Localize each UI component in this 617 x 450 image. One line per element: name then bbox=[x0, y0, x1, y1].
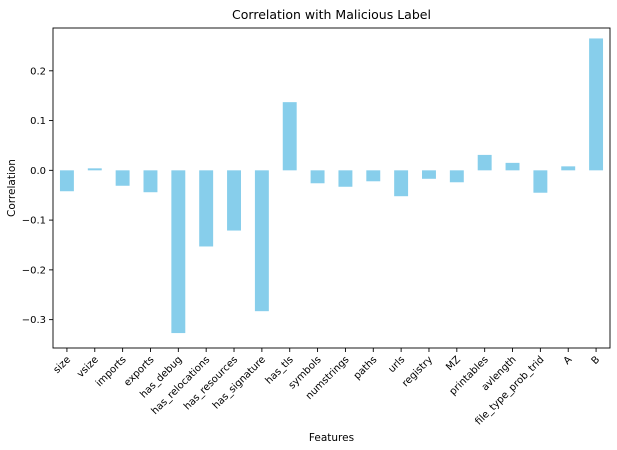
y-tick-label: 0.0 bbox=[30, 166, 46, 177]
bar-exports bbox=[143, 170, 158, 193]
bar-has_tls bbox=[282, 102, 297, 171]
y-tick-label: −0.2 bbox=[22, 265, 46, 276]
y-tick-label: 0.1 bbox=[30, 116, 46, 127]
x-axis-ticks: size vsizeimportsexportshas_debughas_relo… bbox=[52, 348, 603, 427]
y-axis-label: Correlation bbox=[6, 159, 18, 217]
x-tick-label: vsize bbox=[75, 354, 101, 380]
bar-paths bbox=[366, 170, 381, 182]
bars-group bbox=[59, 38, 604, 334]
bar-B bbox=[589, 38, 604, 171]
plot-frame bbox=[52, 27, 611, 349]
y-tick-label: −0.1 bbox=[22, 216, 46, 227]
bar-has_debug bbox=[171, 170, 186, 334]
x-tick-label: MZ bbox=[444, 354, 463, 373]
bar-file_type_prob_trid bbox=[533, 170, 548, 193]
x-tick-label: A bbox=[562, 354, 575, 367]
x-tick-label: has_signature bbox=[211, 354, 268, 411]
bar-symbols bbox=[310, 170, 325, 184]
bar-printables bbox=[477, 154, 492, 171]
x-tick-label: imports bbox=[94, 354, 129, 389]
y-tick-label: −0.3 bbox=[22, 315, 46, 326]
bar-has_relocations bbox=[199, 170, 214, 247]
y-tick-label: 0.2 bbox=[30, 66, 46, 77]
bar-A bbox=[561, 166, 576, 171]
x-tick-label: B bbox=[590, 354, 603, 367]
x-tick-label: registry bbox=[400, 354, 435, 389]
bar-imports bbox=[115, 170, 130, 186]
bar-avlength bbox=[505, 162, 520, 171]
y-axis-ticks: −0.3 −0.2 −0.1 0.0 0.1 0.2 bbox=[22, 66, 53, 326]
bar-size bbox=[59, 170, 74, 192]
bar-registry bbox=[422, 170, 436, 179]
x-tick-label: size bbox=[52, 354, 73, 375]
bar-numstrings bbox=[338, 170, 353, 187]
bar-has_signature bbox=[254, 170, 269, 312]
bar-urls bbox=[394, 170, 409, 197]
x-axis-label: Features bbox=[309, 432, 354, 444]
x-tick-label: paths bbox=[352, 354, 380, 382]
bar-MZ bbox=[449, 170, 464, 183]
bar-has_resources bbox=[227, 170, 241, 231]
bar-vsize bbox=[87, 168, 102, 171]
chart-title: Correlation with Malicious Label bbox=[232, 7, 431, 22]
x-tick-label: urls bbox=[386, 354, 407, 375]
